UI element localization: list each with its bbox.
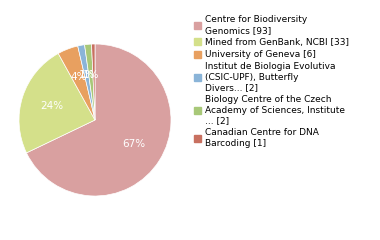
Text: 1%: 1% [78, 70, 95, 80]
Wedge shape [92, 44, 95, 120]
Text: 67%: 67% [122, 139, 145, 149]
Text: 24%: 24% [40, 101, 63, 111]
Wedge shape [27, 44, 171, 196]
Text: 1%: 1% [82, 70, 99, 80]
Wedge shape [58, 46, 95, 120]
Wedge shape [78, 45, 95, 120]
Text: 4%: 4% [70, 72, 87, 82]
Wedge shape [85, 44, 95, 120]
Legend: Centre for Biodiversity
Genomics [93], Mined from GenBank, NCBI [33], University: Centre for Biodiversity Genomics [93], M… [194, 16, 348, 148]
Wedge shape [19, 54, 95, 153]
